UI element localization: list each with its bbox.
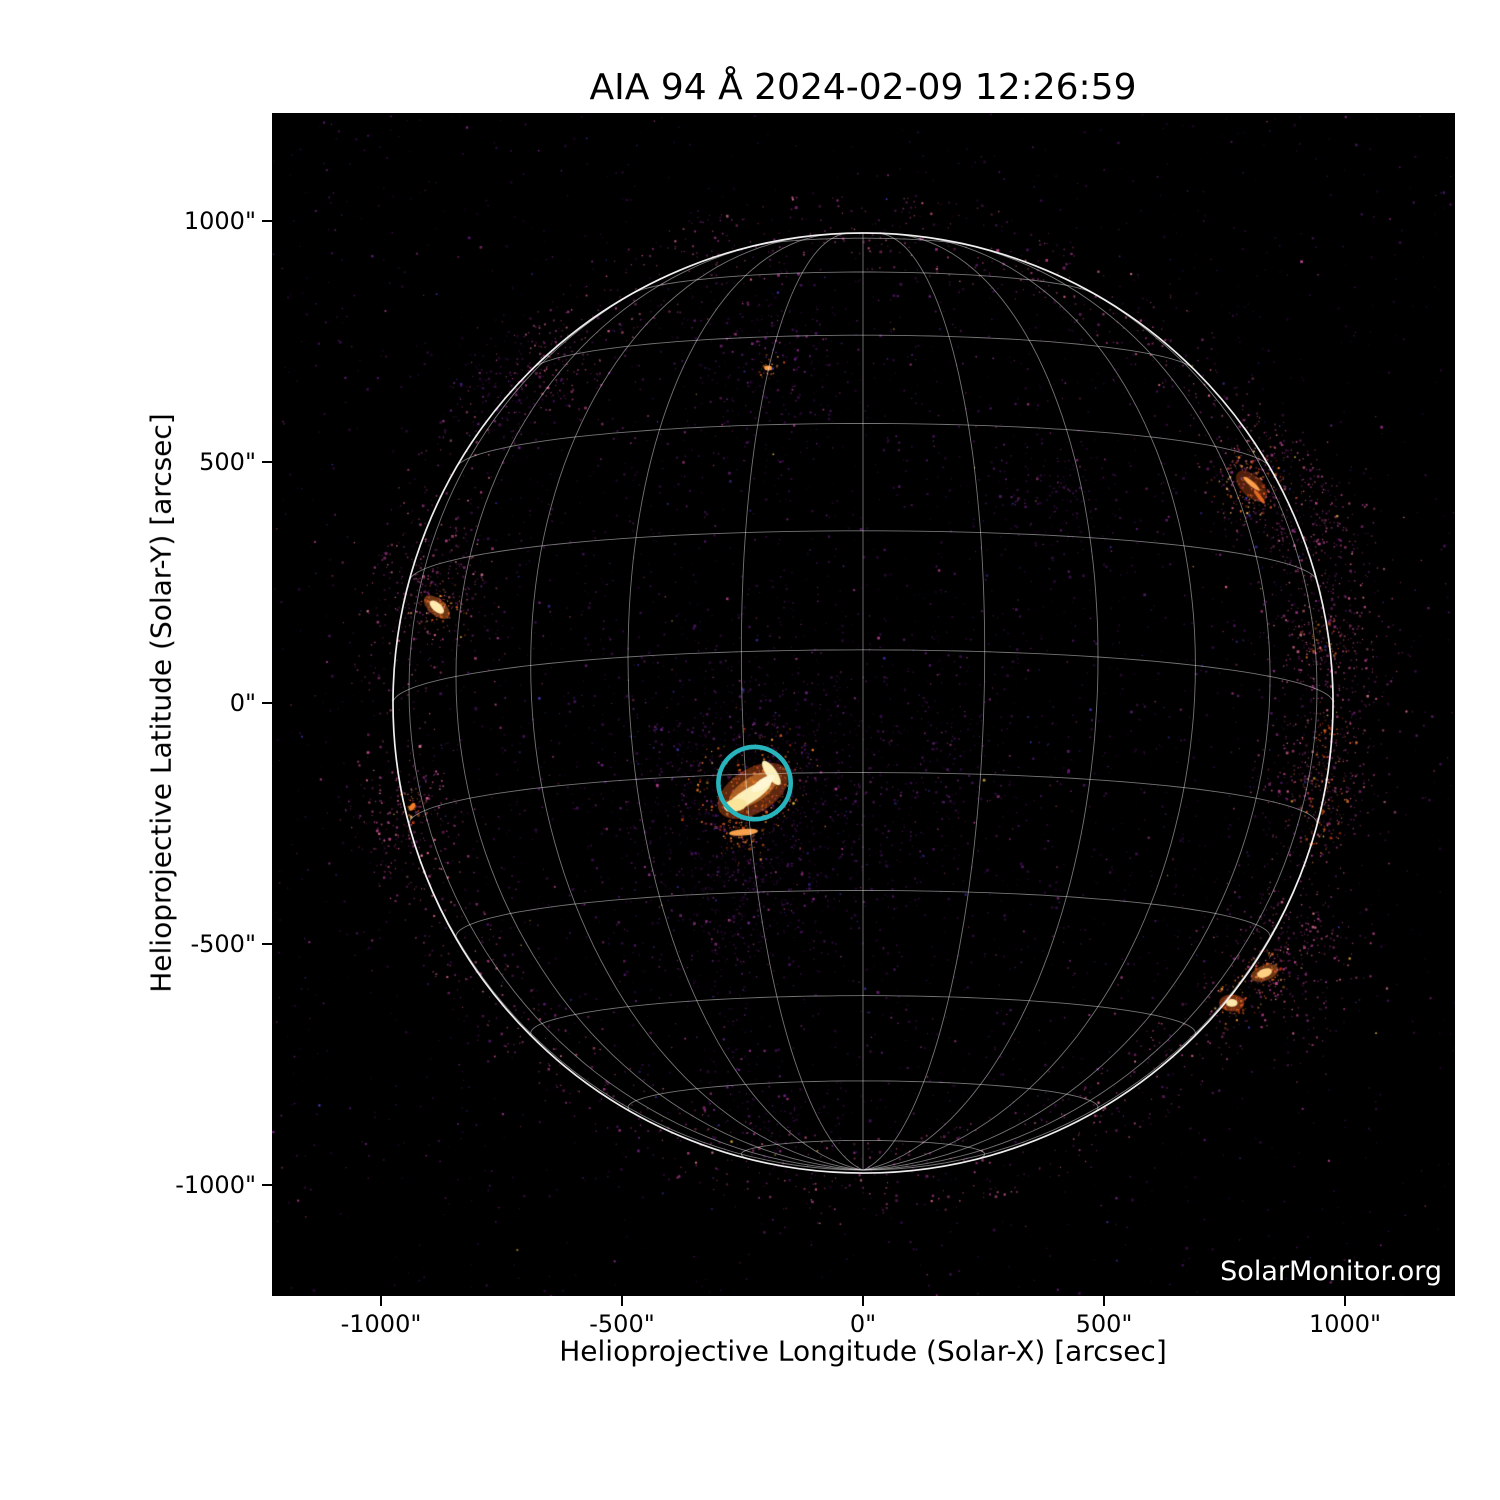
x-tick-label: 1000" — [1308, 1310, 1382, 1338]
x-tick-label: 0" — [849, 1310, 877, 1338]
grid-meridian — [862, 243, 1271, 1171]
grid-parallel — [627, 1080, 1099, 1113]
x-tick-label: -500" — [589, 1310, 655, 1338]
grid-meridian — [627, 233, 864, 1171]
y-tick-label: -1000" — [175, 1171, 256, 1199]
grid-meridian — [862, 233, 1099, 1171]
x-tick — [1344, 1296, 1346, 1306]
x-tick-label: -1000" — [340, 1310, 422, 1338]
y-axis-label: Helioprojective Latitude (Solar-Y) [arcs… — [144, 413, 178, 993]
grid-parallel — [456, 423, 1270, 467]
grid-parallel — [530, 995, 1196, 1038]
solar-grid-overlay — [392, 232, 1334, 1174]
grid-parallel — [408, 772, 1318, 824]
solar-image-canvas — [272, 113, 1455, 1296]
flare-annotation-circle — [716, 744, 794, 822]
y-tick — [262, 702, 272, 704]
y-tick — [262, 220, 272, 222]
x-tick — [380, 1296, 382, 1306]
grid-meridian — [455, 243, 864, 1171]
grid-meridian — [740, 232, 864, 1171]
y-tick — [262, 943, 272, 945]
solar-limb — [392, 232, 1334, 1174]
grid-parallel — [408, 530, 1318, 581]
y-tick-label: -500" — [190, 930, 256, 958]
y-tick — [262, 1184, 272, 1186]
y-tick-label: 500" — [199, 448, 256, 476]
figure-title: AIA 94 Å 2024-02-09 12:26:59 — [589, 67, 1137, 108]
solar-image-plot: SolarMonitor.org — [272, 113, 1455, 1296]
grid-meridian — [530, 236, 864, 1171]
grid-meridian — [408, 270, 864, 1171]
grid-parallel — [632, 271, 1094, 294]
grid-meridian — [862, 270, 1318, 1171]
grid-parallel — [753, 237, 973, 247]
grid-parallel — [533, 334, 1193, 368]
y-tick-label: 1000" — [183, 207, 256, 235]
grid-parallel — [455, 890, 1271, 939]
x-tick — [1103, 1296, 1105, 1306]
grid-meridian — [862, 719, 1334, 1171]
grid-parallel — [740, 1139, 986, 1161]
y-tick — [262, 461, 272, 463]
grid-meridian — [862, 236, 1196, 1171]
x-tick-label: 500" — [1075, 1310, 1133, 1338]
x-tick — [862, 1296, 864, 1306]
y-tick-label: 0" — [229, 689, 256, 717]
grid-meridian — [862, 232, 986, 1171]
x-axis-label: Helioprojective Longitude (Solar-X) [arc… — [559, 1334, 1167, 1368]
watermark: SolarMonitor.org — [1220, 1256, 1442, 1287]
x-tick — [621, 1296, 623, 1306]
grid-parallel — [392, 649, 1334, 702]
